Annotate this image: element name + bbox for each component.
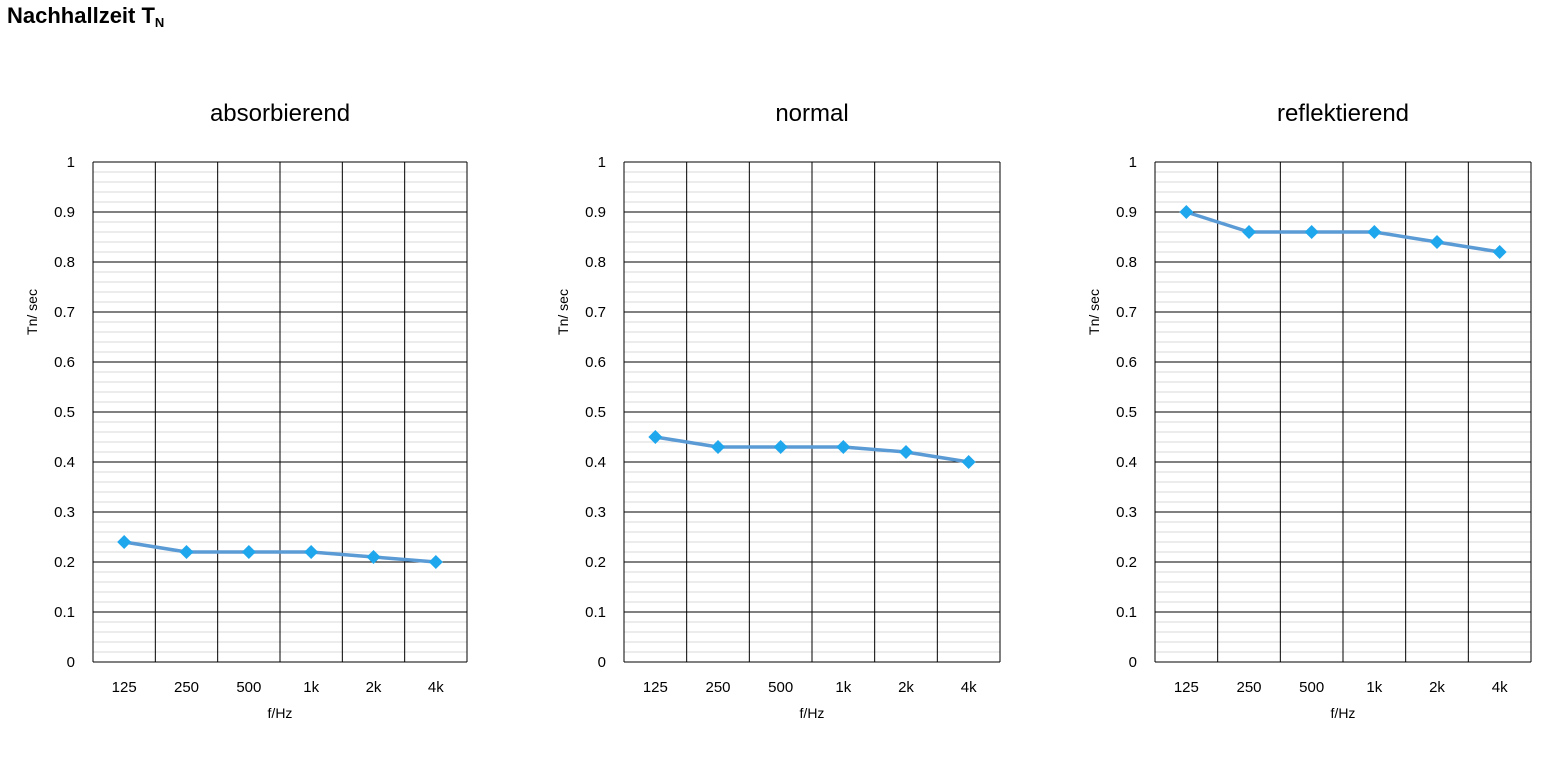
page-title-main: Nachhallzeit T [7, 3, 155, 28]
data-point-marker [899, 445, 913, 459]
data-point-marker [117, 535, 132, 549]
y-tick-label: 0.4 [1116, 454, 1137, 471]
y-tick-label: 0.5 [1116, 404, 1137, 421]
data-point-marker [648, 430, 663, 444]
data-point-marker [366, 550, 381, 564]
x-tick-label: 2k [1429, 679, 1445, 696]
x-tick-label: 250 [705, 679, 730, 696]
y-tick-label: 1 [67, 154, 75, 171]
chart-title: absorbierend [210, 100, 350, 127]
series-line [1185, 210, 1500, 254]
y-tick-label: 0.2 [585, 554, 606, 571]
y-tick-label: 0.3 [1116, 504, 1137, 521]
y-tick-label: 0.9 [1116, 204, 1137, 221]
chart-2: normal 0 0.1 0.2 0.3 0.4 0.5 0.6 0.7 0.8 0.9 1 125 25… [555, 100, 1001, 721]
x-tick-label: 2k [898, 679, 914, 696]
x-tick-label: 125 [1174, 679, 1199, 696]
data-point-marker [1492, 245, 1507, 259]
y-axis-label: Tn/ sec [24, 289, 40, 335]
series-line [655, 435, 969, 464]
y-tick-label: 0.2 [54, 554, 75, 571]
data-point-marker [179, 545, 194, 559]
y-tick-label: 0.6 [1116, 354, 1137, 371]
y-tick-label: 0.1 [54, 604, 75, 621]
x-tick-label: 125 [643, 679, 668, 696]
y-tick-label: 0.6 [54, 354, 75, 371]
series-line [123, 540, 436, 564]
chart-1: absorbierend 0 0.1 0.2 0.3 0.4 0.5 0.6 0.7 0.8 0.9… [24, 100, 468, 721]
x-axis-label: f/Hz [268, 705, 293, 721]
data-point-marker [241, 545, 256, 559]
x-tick-label: 125 [112, 679, 137, 696]
data-point-marker [711, 440, 725, 454]
x-tick-label: 1k [1366, 679, 1382, 696]
y-axis-label: Tn/ sec [555, 289, 571, 335]
y-tick-label: 0.7 [585, 304, 606, 321]
chart-title: reflektierend [1277, 100, 1409, 127]
y-tick-label: 0 [67, 654, 75, 671]
y-tick-label: 0.7 [54, 304, 75, 321]
y-tick-label: 0.8 [1116, 254, 1137, 271]
data-point-marker [1430, 235, 1444, 249]
y-tick-label: 0.4 [54, 454, 75, 471]
x-tick-label: 1k [303, 679, 319, 696]
y-tick-label: 0.6 [585, 354, 606, 371]
x-tick-label: 4k [961, 679, 977, 696]
data-point-marker [773, 440, 788, 454]
x-tick-label: 2k [366, 679, 382, 696]
y-tick-label: 0.7 [1116, 304, 1137, 321]
data-point-marker [1304, 225, 1319, 239]
y-tick-label: 0.2 [1116, 554, 1137, 571]
x-tick-label: 500 [1299, 679, 1324, 696]
y-tick-label: 0.4 [585, 454, 606, 471]
y-tick-label: 0.3 [54, 504, 75, 521]
x-tick-label: 500 [236, 679, 261, 696]
data-point-marker [1367, 225, 1382, 239]
y-tick-label: 0.9 [585, 204, 606, 221]
chart-3: reflektierend 0 0.1 0.2 0.3 0.4 0.5 0.6 0.7 0.8 0.… [1086, 100, 1532, 721]
y-tick-label: 1 [598, 154, 606, 171]
y-tick-label: 0.5 [54, 404, 75, 421]
x-tick-label: 500 [768, 679, 793, 696]
y-tick-label: 0.1 [585, 604, 606, 621]
y-tick-label: 1 [1129, 154, 1137, 171]
y-tick-label: 0.5 [585, 404, 606, 421]
y-tick-label: 0.1 [1116, 604, 1137, 621]
x-axis-label: f/Hz [1331, 705, 1356, 721]
y-tick-label: 0.9 [54, 204, 75, 221]
x-tick-label: 250 [174, 679, 199, 696]
y-tick-label: 0.8 [54, 254, 75, 271]
y-axis-label: Tn/ sec [1086, 289, 1102, 335]
data-point-marker [836, 440, 851, 454]
y-tick-label: 0.8 [585, 254, 606, 271]
page-title: Nachhallzeit TN [7, 3, 164, 30]
y-tick-label: 0 [1129, 654, 1137, 671]
data-point-marker [1179, 205, 1194, 219]
x-tick-label: 250 [1236, 679, 1261, 696]
x-tick-label: 4k [428, 679, 444, 696]
data-point-marker [304, 545, 319, 559]
page-title-subscript: N [154, 15, 165, 30]
chart-title: normal [775, 100, 848, 127]
data-point-marker [428, 555, 443, 569]
data-point-marker [961, 455, 976, 469]
y-tick-label: 0 [598, 654, 606, 671]
data-point-marker [1242, 225, 1256, 239]
x-tick-label: 1k [835, 679, 851, 696]
x-axis-label: f/Hz [800, 705, 825, 721]
y-tick-label: 0.3 [585, 504, 606, 521]
x-tick-label: 4k [1492, 679, 1508, 696]
